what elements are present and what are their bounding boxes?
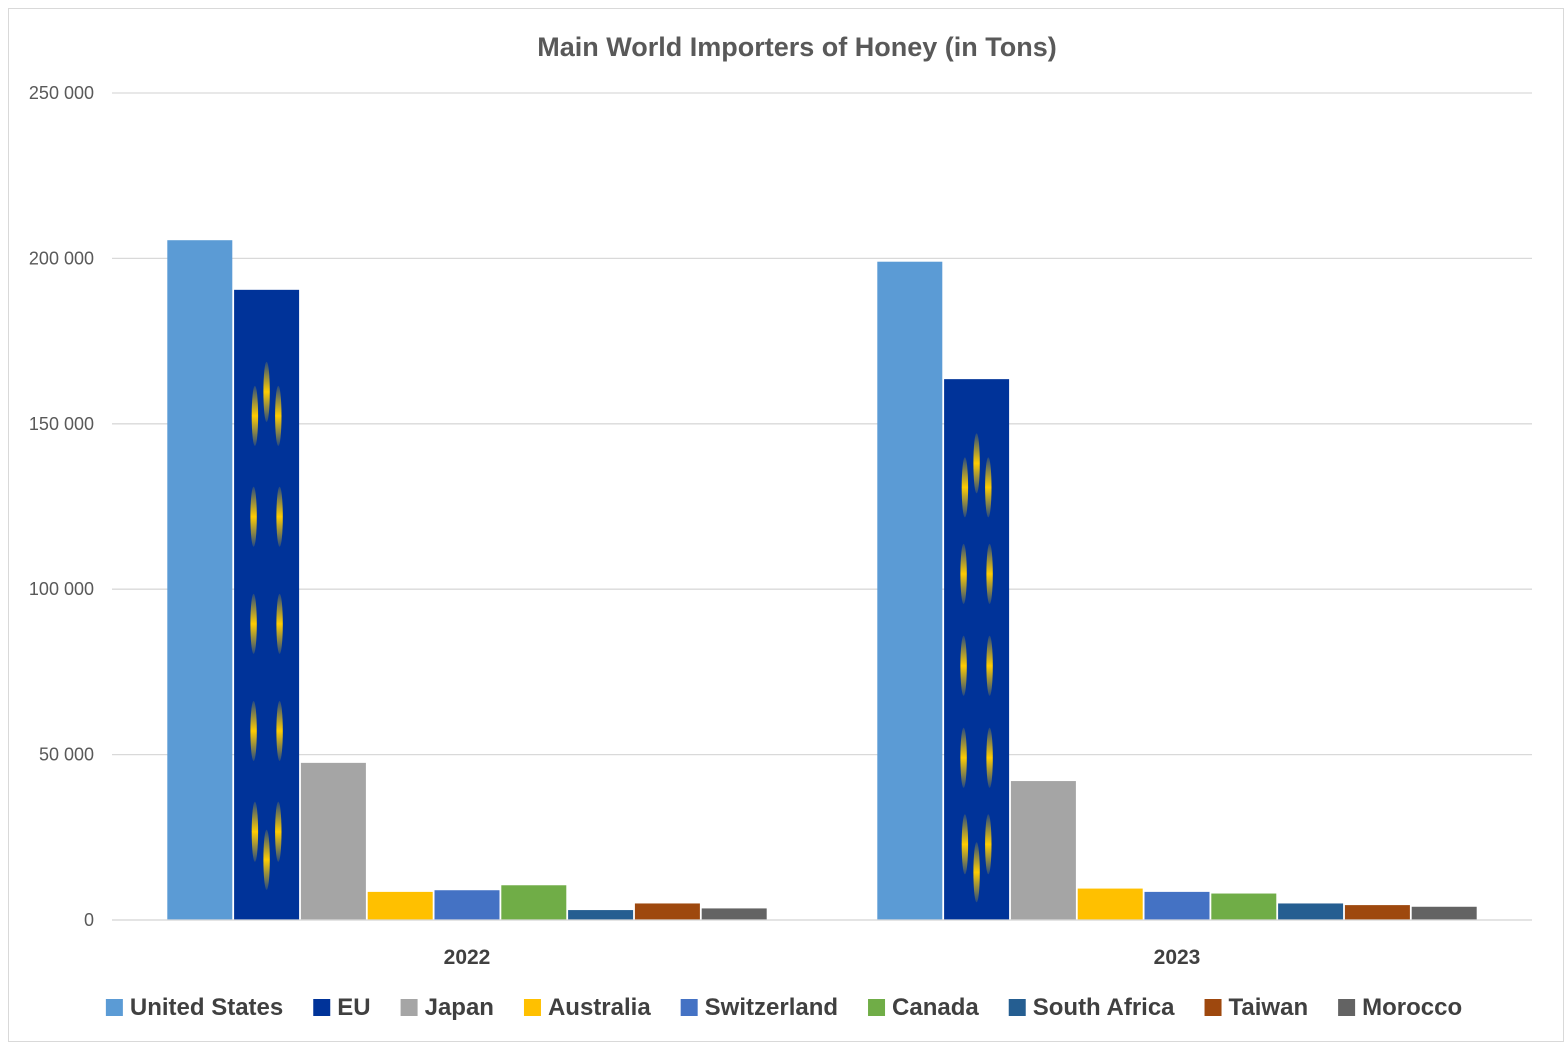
eu-star-mark bbox=[985, 814, 992, 875]
eu-star-mark bbox=[960, 543, 967, 604]
eu-star-mark bbox=[961, 457, 969, 518]
eu-star-mark bbox=[275, 801, 282, 862]
bar-japan-2023 bbox=[1010, 781, 1076, 920]
legend-item-eu: EU bbox=[313, 994, 371, 1021]
eu-star-mark bbox=[263, 361, 270, 422]
chart-title: Main World Importers of Honey (in Tons) bbox=[537, 32, 1057, 62]
legend-item-south-africa: South Africa bbox=[1008, 994, 1175, 1021]
legend-swatch bbox=[868, 999, 886, 1016]
legend-item-australia: Australia bbox=[523, 994, 651, 1021]
eu-star-mark bbox=[250, 486, 257, 547]
bar-united-states-2022 bbox=[167, 240, 233, 920]
eu-star-mark bbox=[276, 486, 283, 547]
eu-star-mark bbox=[986, 543, 993, 604]
eu-star-mark bbox=[250, 593, 257, 654]
y-axis-tick-labels: 0 50 000 100 000 150 000 200 000 250 000 bbox=[29, 83, 94, 930]
legend-item-canada: Canada bbox=[868, 994, 979, 1021]
legend-swatch bbox=[680, 999, 698, 1016]
bar-canada-2022 bbox=[501, 885, 567, 920]
eu-star-mark bbox=[250, 700, 257, 761]
bar-taiwan-2023 bbox=[1344, 905, 1410, 920]
legend-label: Switzerland bbox=[705, 994, 838, 1021]
bar-south-africa-2022 bbox=[568, 910, 634, 920]
eu-star-mark bbox=[960, 635, 967, 696]
legend-label: EU bbox=[337, 994, 370, 1021]
legend-swatch bbox=[105, 999, 123, 1016]
y-tick-label: 150 000 bbox=[29, 414, 94, 434]
bar-switzerland-2022 bbox=[434, 890, 500, 920]
y-tick-label: 100 000 bbox=[29, 579, 94, 599]
eu-star-mark bbox=[276, 700, 283, 761]
bar-switzerland-2023 bbox=[1144, 891, 1210, 920]
bar-canada-2023 bbox=[1211, 893, 1277, 920]
x-tick-label: 2022 bbox=[444, 946, 491, 969]
legend-label: Australia bbox=[548, 994, 651, 1021]
legend: United States EU Japan Australia Switzerland… bbox=[105, 994, 1462, 1021]
bar-south-africa-2023 bbox=[1278, 903, 1344, 920]
eu-star-mark bbox=[985, 457, 992, 518]
legend-swatch bbox=[1008, 999, 1026, 1016]
bar-morocco-2022 bbox=[701, 908, 767, 920]
legend-label: Canada bbox=[892, 994, 979, 1021]
legend-item-japan: Japan bbox=[400, 994, 494, 1021]
bar-united-states-2023 bbox=[877, 261, 943, 920]
eu-star-mark bbox=[961, 814, 969, 875]
eu-star-mark bbox=[973, 433, 980, 494]
eu-star-mark bbox=[275, 385, 282, 446]
bars bbox=[112, 240, 1532, 921]
legend-item-united-states: United States bbox=[105, 994, 283, 1021]
legend-item-taiwan: Taiwan bbox=[1204, 994, 1309, 1021]
y-tick-label: 250 000 bbox=[29, 83, 94, 103]
eu-star-mark bbox=[986, 727, 993, 788]
eu-star-mark bbox=[263, 829, 270, 890]
bar-australia-2022 bbox=[367, 891, 433, 920]
legend-item-morocco: Morocco bbox=[1338, 994, 1462, 1021]
legend-swatch bbox=[1204, 999, 1222, 1016]
bar-japan-2022 bbox=[300, 762, 366, 920]
legend-label: United States bbox=[130, 994, 283, 1021]
y-tick-label: 50 000 bbox=[39, 745, 94, 765]
eu-star-mark bbox=[960, 727, 967, 788]
bar-morocco-2023 bbox=[1411, 906, 1477, 920]
eu-star-mark bbox=[973, 842, 980, 903]
legend-swatch bbox=[313, 999, 331, 1016]
y-tick-label: 0 bbox=[84, 910, 94, 930]
bar-taiwan-2022 bbox=[634, 903, 700, 920]
legend-label: Taiwan bbox=[1229, 994, 1309, 1021]
legend-label: South Africa bbox=[1033, 994, 1175, 1021]
legend-item-switzerland: Switzerland bbox=[680, 994, 838, 1021]
legend-swatch bbox=[523, 999, 541, 1016]
legend-swatch bbox=[400, 999, 418, 1016]
legend-label: Japan bbox=[425, 994, 494, 1021]
legend-label: Morocco bbox=[1362, 994, 1462, 1021]
eu-star-mark bbox=[276, 593, 283, 654]
eu-star-mark bbox=[251, 801, 259, 862]
x-tick-label: 2023 bbox=[1154, 946, 1201, 969]
legend-swatch bbox=[1338, 999, 1356, 1016]
x-axis-tick-labels: 2022 2023 bbox=[444, 946, 1201, 969]
eu-star-mark bbox=[986, 635, 993, 696]
bar-australia-2023 bbox=[1077, 888, 1143, 920]
eu-star-mark bbox=[251, 385, 259, 446]
y-tick-label: 200 000 bbox=[29, 248, 94, 268]
